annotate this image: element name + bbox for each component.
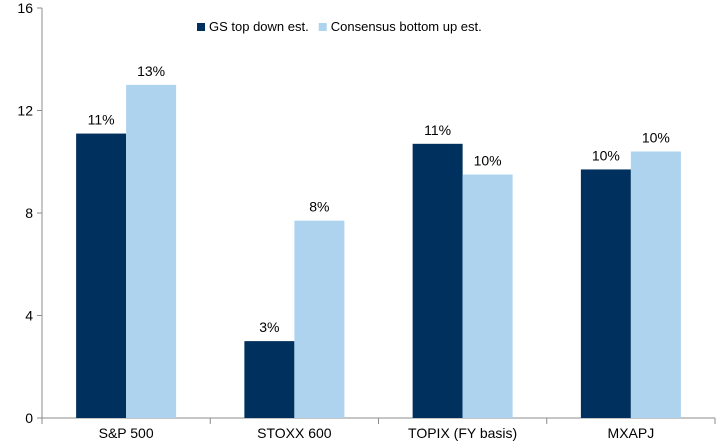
bar-consensus-bottom-up bbox=[462, 174, 513, 418]
data-labels: 11% 13% 3% 8% 11% 10% 10% 10% bbox=[88, 63, 670, 335]
legend-swatch bbox=[197, 23, 205, 31]
x-axis: S&P 500 STOXX 600 TOPIX (FY basis) MXAPJ bbox=[41, 417, 716, 441]
bar-gs-top-down bbox=[76, 133, 127, 418]
y-tick-label: 8 bbox=[25, 205, 33, 221]
x-category-label: MXAPJ bbox=[608, 425, 655, 441]
bar-value-label: 11% bbox=[88, 112, 115, 128]
bar-consensus-bottom-up bbox=[630, 151, 681, 418]
bar-gs-top-down bbox=[580, 169, 631, 418]
y-tick-label: 0 bbox=[25, 410, 33, 426]
bar-value-label: 3% bbox=[259, 319, 279, 335]
y-tick-label: 4 bbox=[25, 308, 33, 324]
x-category-label: TOPIX (FY basis) bbox=[408, 425, 517, 441]
bar-value-label: 11% bbox=[424, 122, 451, 138]
x-category-label: S&P 500 bbox=[99, 425, 154, 441]
bar-value-label: 10% bbox=[592, 147, 620, 163]
x-category-label: STOXX 600 bbox=[257, 425, 332, 441]
bar-gs-top-down bbox=[412, 143, 463, 418]
bar-consensus-bottom-up bbox=[294, 220, 345, 418]
bar-value-label: 8% bbox=[309, 199, 329, 215]
legend: GS top down est. Consensus bottom up est. bbox=[197, 19, 482, 34]
y-tick-label: 12 bbox=[17, 103, 33, 119]
y-axis: 0 4 8 12 16 bbox=[17, 0, 43, 426]
legend-label: GS top down est. bbox=[209, 19, 309, 34]
bar-gs-top-down bbox=[244, 341, 295, 418]
y-tick-label: 16 bbox=[17, 0, 33, 16]
bar-value-label: 10% bbox=[642, 130, 670, 146]
legend-label: Consensus bottom up est. bbox=[331, 19, 482, 34]
bar-value-label: 10% bbox=[474, 153, 502, 169]
bars bbox=[76, 84, 681, 418]
bar-value-label: 13% bbox=[137, 63, 165, 79]
legend-swatch bbox=[318, 23, 327, 31]
bar-consensus-bottom-up bbox=[126, 84, 177, 418]
